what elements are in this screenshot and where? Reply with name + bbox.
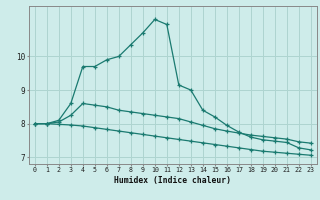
X-axis label: Humidex (Indice chaleur): Humidex (Indice chaleur)	[114, 176, 231, 185]
